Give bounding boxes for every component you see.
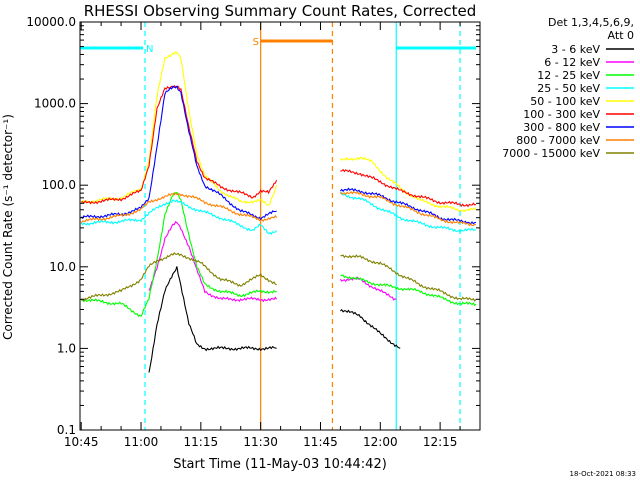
x-tick-label-2: 11:15 xyxy=(184,435,219,449)
y-tick-label-2: 10.0 xyxy=(49,260,76,274)
plot-frame xyxy=(79,21,481,431)
x-tick-label-6: 12:15 xyxy=(423,435,458,449)
y-tick-label-0: 0.1 xyxy=(57,423,76,437)
axes-layer: 0.1 1.0 10.0 100.0 1000.0 10000.0 10:45 11:00 11… xyxy=(26,15,481,449)
series-line-8-seg-1 xyxy=(340,254,477,302)
x-tick-label-3: 11:30 xyxy=(243,435,278,449)
legend-label-0: 3 - 6 keV xyxy=(551,43,600,56)
legend-header-line-1: Det 1,3,4,5,6,9, xyxy=(548,16,634,29)
chart-title: RHESSI Observing Summary Count Rates, Co… xyxy=(84,2,477,20)
legend-label-4: 50 - 100 keV xyxy=(530,95,600,108)
x-tick-label-5: 12:00 xyxy=(363,435,398,449)
x-tick-label-4: 11:45 xyxy=(303,435,338,449)
legend-label-1: 6 - 12 keV xyxy=(544,56,600,69)
series-line-3-seg-0 xyxy=(80,199,278,236)
annotation-S-label: S xyxy=(253,37,259,48)
series-line-8-seg-0 xyxy=(81,252,277,302)
timestamp: 18-Oct-2021 08:33 xyxy=(570,470,636,478)
series-line-2-seg-1 xyxy=(340,274,477,307)
series-line-6-seg-0 xyxy=(80,85,277,221)
annotation-N-label: N xyxy=(146,44,153,55)
legend-label-6: 300 - 800 keV xyxy=(523,121,600,134)
legend-label-8: 7000 - 15000 keV xyxy=(502,147,600,160)
legend-label-5: 100 - 300 keV xyxy=(523,108,600,121)
x-axis-label: Start Time (11-May-03 10:44:42) xyxy=(173,457,387,472)
legend-header-line-2: Att 0 xyxy=(608,29,634,42)
series-line-0-seg-0 xyxy=(148,266,277,373)
y-axis-label: Corrected Count Rate (s⁻¹ detector⁻¹) xyxy=(1,114,15,340)
series-line-5-seg-0 xyxy=(81,85,278,205)
y-tick-label-5: 10000.0 xyxy=(26,15,76,29)
legend-label-2: 12 - 25 keV xyxy=(537,69,600,82)
series-layer xyxy=(80,50,477,373)
x-tick-label-0: 10:45 xyxy=(64,435,99,449)
series-line-0-seg-1 xyxy=(340,308,401,349)
annotation-layer: NS xyxy=(80,22,477,430)
series-line-3-seg-1 xyxy=(340,191,477,234)
series-line-1-seg-0 xyxy=(148,220,278,303)
series-line-5-seg-1 xyxy=(340,168,477,208)
y-tick-label-4: 1000.0 xyxy=(34,97,76,111)
y-tick-label-3: 100.0 xyxy=(42,178,76,192)
x-tick-label-1: 11:00 xyxy=(124,435,159,449)
legend-label-3: 25 - 50 keV xyxy=(537,82,600,95)
series-line-7-seg-0 xyxy=(80,191,278,224)
series-line-6-seg-1 xyxy=(339,187,477,225)
series-line-7-seg-1 xyxy=(339,190,477,227)
series-line-2-seg-0 xyxy=(81,191,277,318)
legend-label-7: 800 - 7000 keV xyxy=(516,134,600,147)
y-tick-label-1: 1.0 xyxy=(57,341,76,355)
series-line-4-seg-1 xyxy=(339,156,477,213)
series-line-1-seg-1 xyxy=(339,276,397,301)
